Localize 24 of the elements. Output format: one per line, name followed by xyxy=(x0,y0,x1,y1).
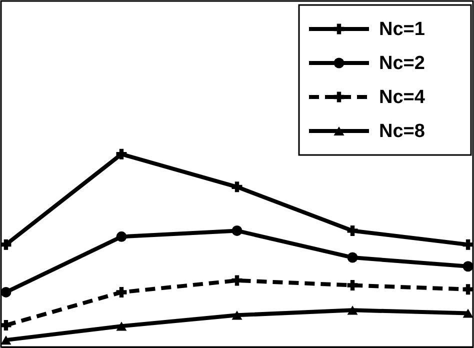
point xyxy=(116,148,127,160)
point xyxy=(462,261,474,272)
point xyxy=(116,322,127,331)
legend-label: Nc=8 xyxy=(379,121,425,142)
legend-label: Nc=1 xyxy=(379,19,426,40)
legend-label: Nc=2 xyxy=(379,53,425,74)
point xyxy=(462,284,474,295)
point xyxy=(116,286,127,298)
point xyxy=(0,286,12,298)
legend-label: Nc=4 xyxy=(379,87,426,108)
point xyxy=(0,336,12,345)
point xyxy=(347,225,358,236)
point xyxy=(462,239,474,250)
point xyxy=(347,280,358,291)
point xyxy=(232,182,242,192)
point xyxy=(347,252,358,263)
point xyxy=(232,225,242,236)
point xyxy=(347,306,358,315)
point xyxy=(0,320,12,330)
point xyxy=(116,231,127,242)
point xyxy=(232,275,242,286)
point xyxy=(0,239,12,250)
point xyxy=(232,310,242,320)
point xyxy=(462,308,474,318)
